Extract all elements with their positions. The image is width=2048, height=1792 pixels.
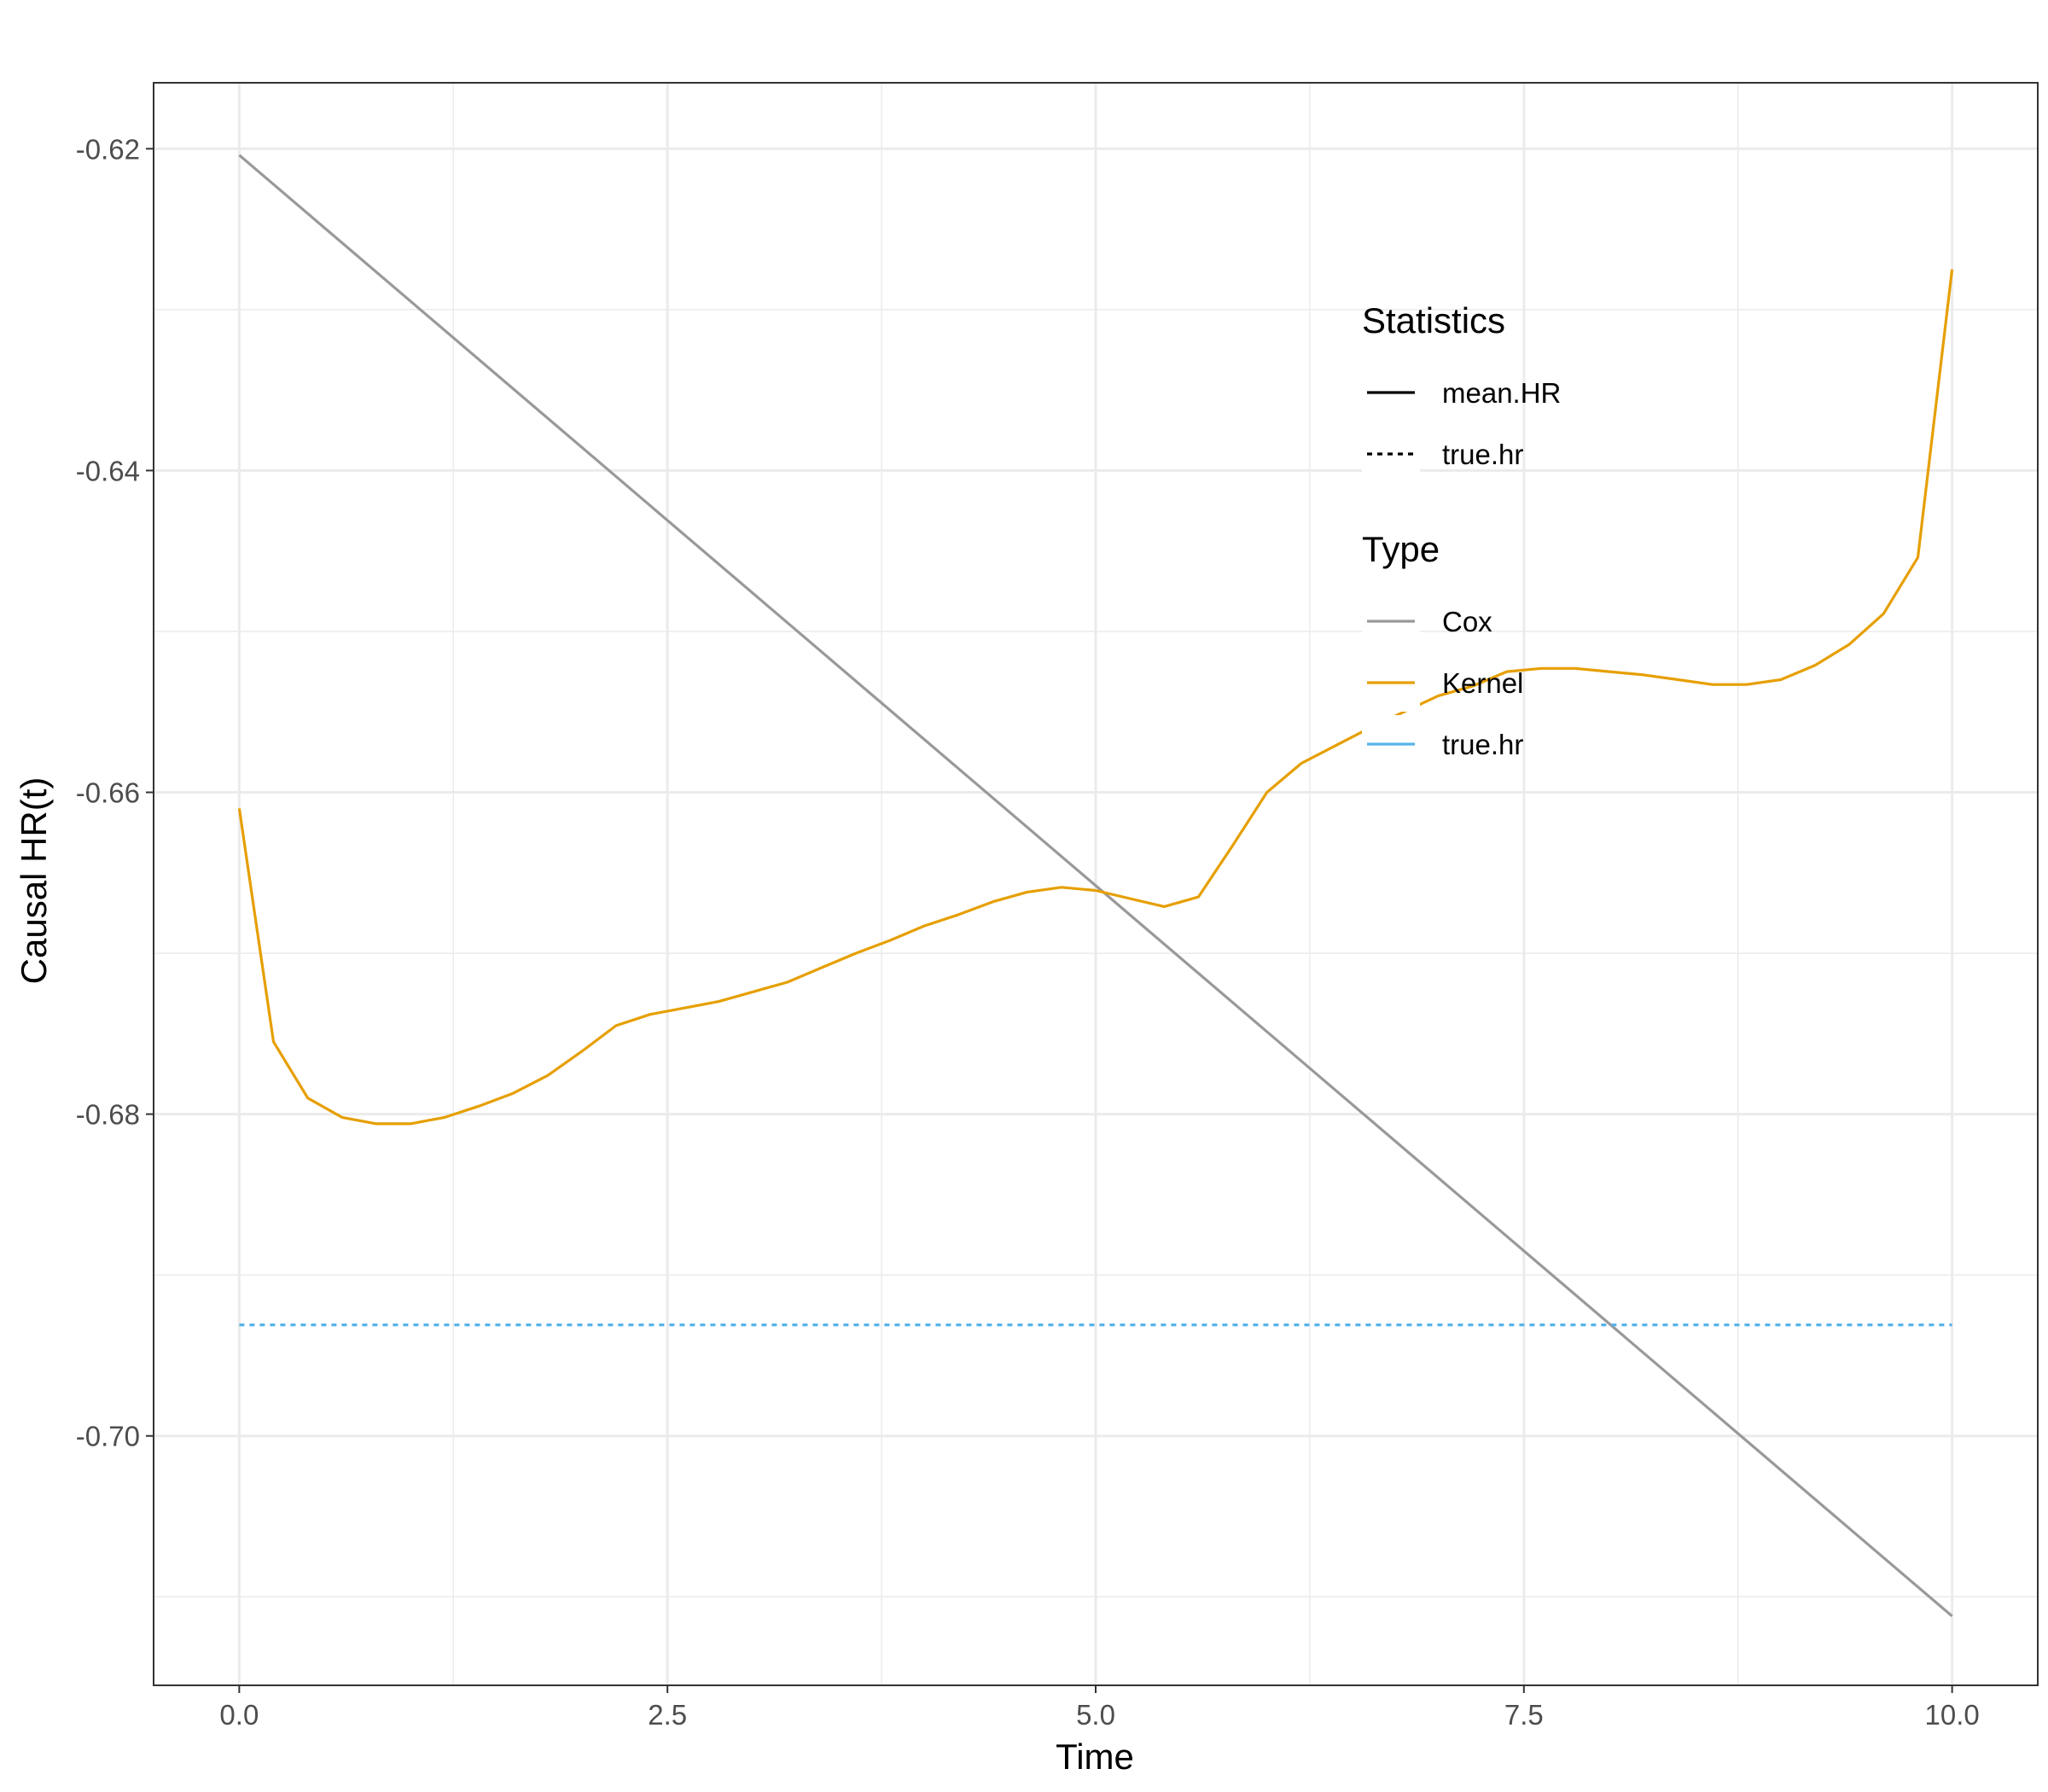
- legend-label: Kernel: [1442, 667, 1523, 699]
- series-line-kernel: [237, 269, 1954, 1126]
- y-tick-label: -0.64: [76, 455, 140, 486]
- series-line-cox: [238, 154, 1953, 1618]
- y-tick-label: -0.68: [76, 1099, 140, 1131]
- x-tick-label: 2.5: [648, 1699, 687, 1731]
- y-axis: -0.62 -0.64 -0.66 -0.68 -0.70: [76, 133, 154, 1452]
- legend-label: true.hr: [1442, 729, 1523, 760]
- legend-label: true.hr: [1442, 439, 1523, 470]
- legend-label: Cox: [1442, 606, 1492, 637]
- x-tick-label: 10.0: [1925, 1699, 1980, 1731]
- y-tick-label: -0.70: [76, 1421, 140, 1452]
- legend: Statistics mean.HR true.hr Type Cox Kernel tru…: [1362, 300, 1561, 773]
- legend-title-type: Type: [1362, 529, 1440, 569]
- y-axis-title: Causal HR(t): [14, 777, 54, 985]
- legend-label: mean.HR: [1442, 377, 1561, 409]
- x-axis-title: Time: [1056, 1737, 1134, 1777]
- y-tick-label: -0.66: [76, 777, 140, 809]
- x-tick-label: 5.0: [1076, 1699, 1115, 1731]
- x-tick-label: 7.5: [1504, 1699, 1544, 1731]
- y-tick-label: -0.62: [76, 133, 140, 165]
- x-axis: 0.0 2.5 5.0 7.5 10.0: [219, 1685, 1980, 1731]
- x-tick-label: 0.0: [219, 1699, 259, 1731]
- plot-panel: [153, 82, 2039, 1686]
- legend-title-statistics: Statistics: [1362, 300, 1505, 340]
